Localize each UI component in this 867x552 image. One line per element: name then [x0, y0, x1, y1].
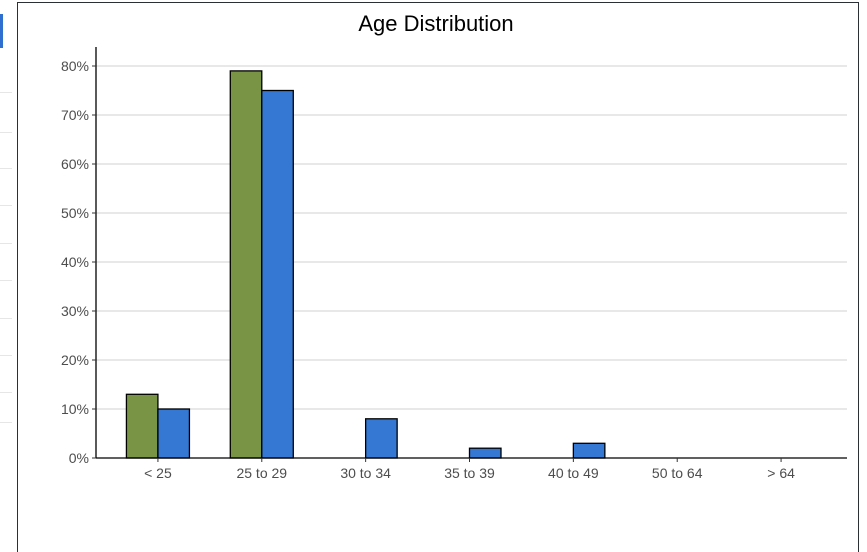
rail-divider [0, 92, 12, 93]
bar [364, 418, 398, 459]
x-tick-label: 50 to 64 [652, 465, 703, 481]
bar [261, 89, 294, 459]
rail-divider [0, 168, 12, 169]
chart-title: Age Distribution [358, 11, 513, 36]
x-tick-label: 25 to 29 [236, 465, 287, 481]
y-tick-label: 70% [61, 107, 89, 123]
rail-tab-active[interactable] [0, 14, 3, 48]
bar [572, 442, 606, 459]
x-axis-ticks: < 25 25 to 29 30 to 34 35 to 39 40 to 49 50 t… [144, 458, 795, 481]
y-tick-label: 40% [61, 254, 89, 270]
x-tick-label: 40 to 49 [548, 465, 599, 481]
y-axis-ticks: 0% 10% 20% 30% 40% 50% 60% 70% 80% [61, 58, 96, 466]
rail-divider [0, 392, 12, 393]
rail-divider [0, 132, 12, 133]
y-tick-label: 80% [61, 58, 89, 74]
x-tick-label: 35 to 39 [444, 465, 495, 481]
y-tick-label: 20% [61, 352, 89, 368]
bar [125, 393, 159, 459]
chart-panel [17, 2, 859, 552]
y-tick-label: 30% [61, 303, 89, 319]
bars [125, 70, 606, 459]
y-tick-label: 0% [69, 450, 89, 466]
rail-divider [0, 280, 12, 281]
left-rail [0, 0, 17, 542]
axes [95, 47, 847, 459]
x-tick-label: < 25 [144, 465, 172, 481]
rail-divider [0, 422, 12, 423]
x-tick-label: > 64 [767, 465, 795, 481]
bar [157, 408, 191, 459]
gridlines [96, 65, 847, 410]
bar [468, 447, 502, 459]
bar [229, 70, 263, 459]
rail-divider [0, 205, 12, 206]
rail-divider [0, 318, 12, 319]
x-tick-label: 30 to 34 [340, 465, 391, 481]
y-tick-label: 50% [61, 205, 89, 221]
rail-divider [0, 355, 12, 356]
y-tick-label: 10% [61, 401, 89, 417]
rail-divider [0, 243, 12, 244]
y-tick-label: 60% [61, 156, 89, 172]
